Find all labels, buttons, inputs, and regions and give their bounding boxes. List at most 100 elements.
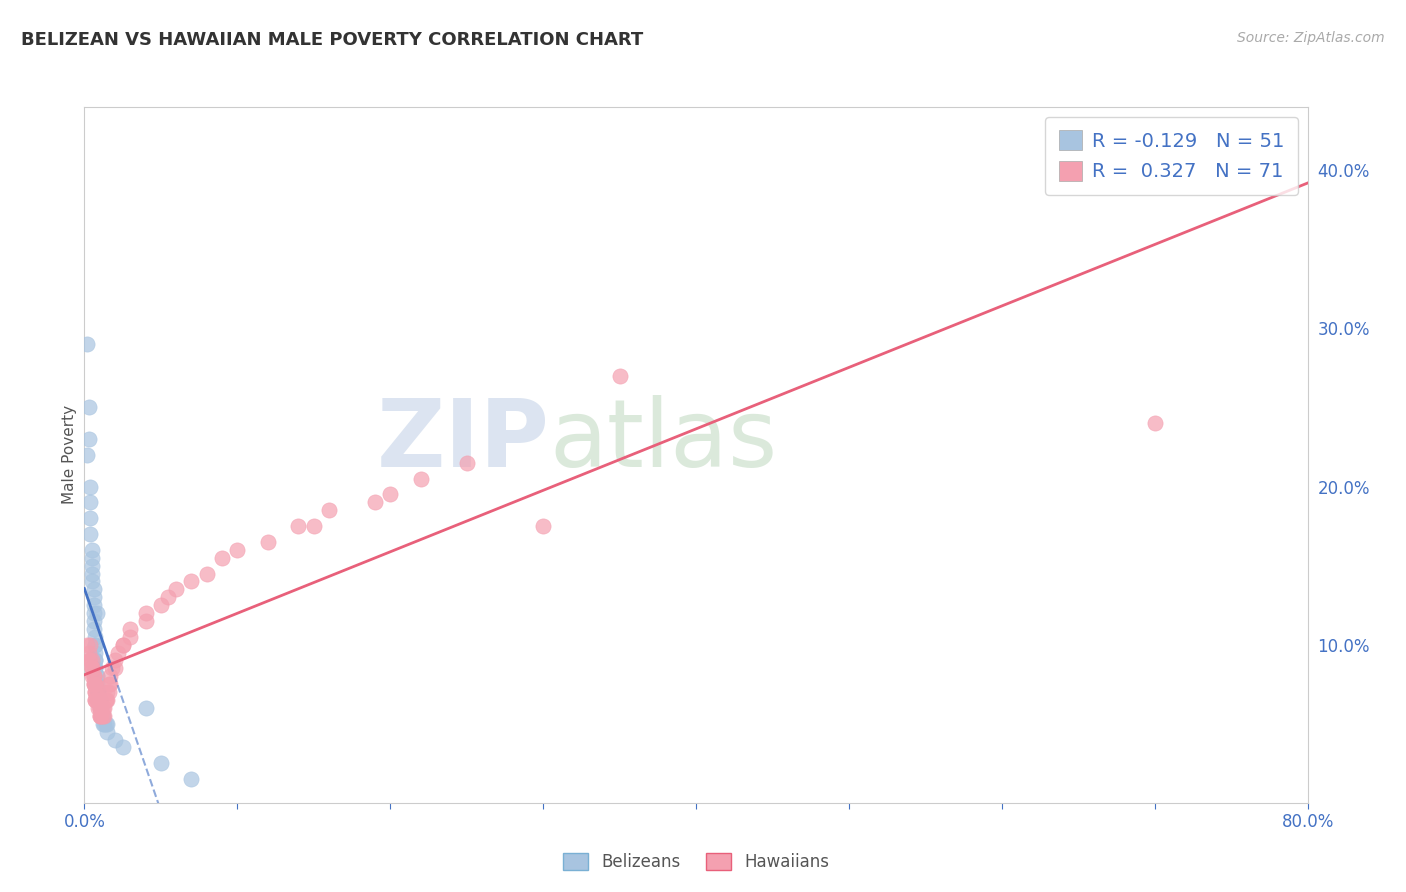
Point	[96, 693, 118, 707]
Point	[98, 669, 121, 683]
Point	[111, 740, 134, 755]
Point	[195, 566, 218, 581]
Point	[91, 716, 114, 731]
Point	[76, 638, 98, 652]
Point	[86, 669, 108, 683]
Point	[96, 724, 118, 739]
Point	[89, 701, 111, 715]
Text: atlas: atlas	[550, 395, 778, 487]
Point	[94, 693, 117, 707]
Point	[318, 503, 340, 517]
Legend: Belizeans, Hawaiians: Belizeans, Hawaiians	[557, 847, 835, 878]
Point	[80, 550, 103, 565]
Point	[135, 606, 157, 620]
Point	[84, 653, 107, 667]
Point	[84, 630, 107, 644]
Point	[80, 574, 103, 589]
Point	[84, 638, 107, 652]
Point	[83, 614, 105, 628]
Point	[89, 708, 111, 723]
Point	[83, 622, 105, 636]
Point	[80, 661, 103, 675]
Point	[96, 716, 118, 731]
Point	[89, 693, 111, 707]
Point	[531, 519, 554, 533]
Point	[80, 661, 103, 675]
Text: Source: ZipAtlas.com: Source: ZipAtlas.com	[1237, 31, 1385, 45]
Point	[104, 732, 127, 747]
Point	[87, 685, 110, 699]
Point	[409, 472, 432, 486]
Point	[84, 661, 107, 675]
Point	[97, 677, 120, 691]
Point	[120, 630, 142, 644]
Point	[89, 708, 111, 723]
Point	[84, 685, 107, 699]
Point	[84, 646, 107, 660]
Point	[89, 701, 111, 715]
Point	[89, 693, 111, 707]
Point	[80, 542, 103, 557]
Point	[77, 401, 100, 415]
Point	[107, 646, 129, 660]
Point	[149, 756, 172, 771]
Point	[91, 701, 114, 715]
Point	[83, 669, 105, 683]
Point	[84, 653, 107, 667]
Point	[180, 772, 202, 786]
Point	[226, 542, 249, 557]
Point	[165, 582, 187, 597]
Point	[93, 716, 115, 731]
Point	[86, 677, 108, 691]
Point	[91, 708, 114, 723]
Point	[84, 693, 107, 707]
Point	[76, 337, 98, 351]
Point	[80, 653, 103, 667]
Point	[93, 701, 115, 715]
Point	[79, 511, 101, 525]
Point	[87, 693, 110, 707]
Point	[79, 527, 101, 541]
Point	[84, 661, 107, 675]
Point	[79, 653, 101, 667]
Point	[111, 638, 134, 652]
Point	[120, 622, 142, 636]
Point	[135, 701, 157, 715]
Text: ZIP: ZIP	[377, 395, 550, 487]
Point	[149, 598, 172, 612]
Point	[80, 669, 103, 683]
Point	[83, 591, 105, 605]
Point	[83, 598, 105, 612]
Point	[77, 432, 100, 446]
Point	[79, 479, 101, 493]
Point	[111, 638, 134, 652]
Point	[76, 448, 98, 462]
Point	[94, 716, 117, 731]
Point	[135, 614, 157, 628]
Point	[83, 606, 105, 620]
Point	[456, 456, 478, 470]
Point	[101, 661, 124, 675]
Point	[1143, 417, 1166, 431]
Point	[86, 685, 108, 699]
Point	[98, 677, 121, 691]
Point	[80, 566, 103, 581]
Point	[87, 701, 110, 715]
Point	[89, 701, 111, 715]
Point	[86, 693, 108, 707]
Point	[104, 653, 127, 667]
Point	[79, 638, 101, 652]
Point	[84, 693, 107, 707]
Point	[87, 693, 110, 707]
Point	[77, 653, 100, 667]
Point	[609, 368, 631, 383]
Point	[84, 685, 107, 699]
Point	[90, 708, 112, 723]
Point	[94, 693, 117, 707]
Point	[96, 685, 118, 699]
Point	[104, 661, 127, 675]
Point	[380, 487, 402, 501]
Point	[86, 693, 108, 707]
Point	[86, 669, 108, 683]
Point	[97, 685, 120, 699]
